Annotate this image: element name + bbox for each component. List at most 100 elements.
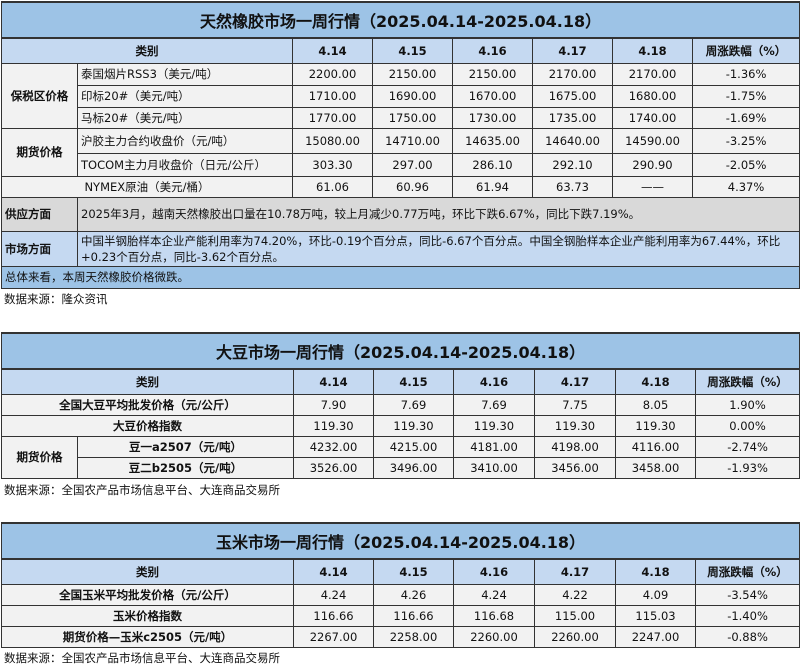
value-cell: 14710.00 (372, 127, 453, 154)
value-cell: 119.30 (615, 414, 696, 437)
header-change: 周涨跌幅（%） (694, 368, 800, 395)
value-cell: 8.05 (615, 393, 696, 416)
row-label: 全国玉米平均批发价格（元/公斤） (1, 583, 294, 606)
change-cell: -1.40% (694, 604, 800, 627)
header-category: 类别 (1, 558, 294, 585)
value-cell: 7.75 (534, 393, 616, 416)
table-row: 期货价格—玉米c2505（元/吨） 2267.00 2258.00 2260.00 22… (1, 625, 800, 648)
change-cell: -1.93% (694, 456, 800, 479)
value-cell: 7.90 (293, 393, 374, 416)
value-cell: 2170.00 (532, 62, 613, 86)
change-cell: -3.25% (691, 127, 800, 154)
value-cell: 119.30 (293, 414, 374, 437)
value-cell: 4.24 (293, 583, 374, 606)
data-source: 数据来源：全国农产品市场信息平台、大连商品交易所 (4, 651, 280, 665)
value-cell: 1675.00 (532, 84, 613, 108)
header-date: 4.18 (615, 368, 696, 395)
table-row: 马标20#（美元/吨） 1770.00 1750.00 1730.00 1735.00 1… (2, 106, 800, 129)
value-cell: 1680.00 (612, 84, 693, 108)
value-cell: 1740.00 (612, 106, 693, 129)
value-cell: 7.69 (373, 393, 454, 416)
header-date: 4.15 (372, 37, 453, 64)
row-label: 豆二b2505（元/吨） (77, 456, 294, 479)
value-cell: 292.10 (532, 152, 613, 177)
value-cell: 116.66 (293, 604, 374, 627)
header-row: 类别 4.14 4.15 4.16 4.17 4.18 周涨跌幅（%） (1, 558, 800, 585)
value-cell: 7.69 (453, 393, 535, 416)
table-row: NYMEX原油（美元/桶） 61.06 60.96 61.94 63.73 —— 4.37% (1, 175, 800, 198)
row-label: 玉米价格指数 (1, 604, 294, 627)
group-label: 期货价格 (1, 127, 78, 177)
table-title: 大豆市场一周行情（2025.04.14-2025.04.18） (0, 332, 800, 370)
value-cell: 3410.00 (453, 456, 535, 479)
value-cell: 4.22 (534, 583, 616, 606)
row-label: 豆一a2507（元/吨） (77, 435, 294, 458)
change-cell: 4.37% (691, 175, 800, 198)
value-cell: 115.03 (615, 604, 696, 627)
value-cell: 1770.00 (292, 106, 373, 129)
supply-text: 2025年3月，越南天然橡胶出口量在10.78万吨，较上月减少0.77万吨，环比… (76, 196, 800, 232)
rubber-table: 天然橡胶市场一周行情（2025.04.14-2025.04.18） 类别 4.1… (0, 1, 800, 289)
value-cell: 4116.00 (615, 435, 696, 458)
value-cell: 116.66 (373, 604, 454, 627)
value-cell: 61.94 (452, 175, 533, 198)
value-cell: 1730.00 (452, 106, 533, 129)
value-cell: 15080.00 (292, 127, 373, 154)
table-title: 天然橡胶市场一周行情（2025.04.14-2025.04.18） (0, 1, 800, 39)
value-cell: 3458.00 (615, 456, 696, 479)
table-row: 豆二b2505（元/吨） 3526.00 3496.00 3410.00 3456.00… (2, 456, 800, 479)
value-cell: 303.30 (292, 152, 373, 177)
value-cell: 1750.00 (372, 106, 453, 129)
value-cell: 2260.00 (534, 625, 616, 648)
value-cell: 2267.00 (293, 625, 374, 648)
header-date: 4.14 (293, 558, 374, 585)
row-label: 全国大豆平均批发价格（元/公斤） (1, 393, 294, 416)
header-date: 4.14 (293, 368, 374, 395)
value-cell: 1670.00 (452, 84, 533, 108)
corn-table: 玉米市场一周行情（2025.04.14-2025.04.18） 类别 4.14 … (0, 522, 800, 648)
soy-table: 大豆市场一周行情（2025.04.14-2025.04.18） 类别 4.14 … (0, 332, 800, 479)
change-cell: -2.05% (691, 152, 800, 177)
value-cell: 297.00 (372, 152, 453, 177)
header-row: 类别 4.14 4.15 4.16 4.17 4.18 周涨跌幅（%） (1, 37, 800, 64)
data-source: 数据来源：隆众资讯 (4, 292, 108, 306)
value-cell: 115.00 (534, 604, 616, 627)
row-label: 马标20#（美元/吨） (77, 106, 293, 129)
row-label: 期货价格—玉米c2505（元/吨） (1, 625, 294, 648)
header-change: 周涨跌幅（%） (694, 558, 800, 585)
row-label: 印标20#（美元/吨） (77, 84, 293, 108)
value-cell: 4232.00 (293, 435, 374, 458)
value-cell: 4.24 (453, 583, 535, 606)
header-date: 4.17 (534, 558, 616, 585)
value-cell: 4215.00 (373, 435, 454, 458)
change-cell: -1.69% (691, 106, 800, 129)
market-text: 中国半钢胎样本企业产能利用率为74.20%，环比-0.19个百分点，同比-6.6… (76, 230, 800, 267)
value-cell: —— (612, 175, 693, 198)
value-cell: 4.09 (615, 583, 696, 606)
value-cell: 2260.00 (453, 625, 535, 648)
supply-label: 供应方面 (1, 196, 78, 232)
group-label: 期货价格 (1, 435, 78, 479)
value-cell: 116.68 (453, 604, 535, 627)
value-cell: 2258.00 (373, 625, 454, 648)
value-cell: 4.26 (373, 583, 454, 606)
value-cell: 119.30 (373, 414, 454, 437)
table-row: TOCOM主力月收盘价（日元/公斤） 303.30 297.00 286.10 292.… (2, 152, 800, 177)
value-cell: 60.96 (372, 175, 453, 198)
table-row: 期货价格 豆一a2507（元/吨） 4232.00 4215.00 4181.00 419… (1, 435, 800, 479)
value-cell: 4181.00 (453, 435, 535, 458)
value-cell: 4198.00 (534, 435, 616, 458)
value-cell: 14635.00 (452, 127, 533, 154)
change-cell: -1.36% (691, 62, 800, 86)
row-label: TOCOM主力月收盘价（日元/公斤） (77, 152, 293, 177)
value-cell: 14640.00 (532, 127, 613, 154)
header-row: 类别 4.14 4.15 4.16 4.17 4.18 周涨跌幅（%） (1, 368, 800, 395)
change-cell: -0.88% (694, 625, 800, 648)
header-date: 4.15 (373, 558, 454, 585)
value-cell: 2170.00 (612, 62, 693, 86)
header-date: 4.15 (373, 368, 454, 395)
row-label: 沪胶主力合约收盘价（元/吨） (77, 127, 293, 154)
value-cell: 2247.00 (615, 625, 696, 648)
value-cell: 2200.00 (292, 62, 373, 86)
data-source: 数据来源：全国农产品市场信息平台、大连商品交易所 (4, 483, 280, 497)
